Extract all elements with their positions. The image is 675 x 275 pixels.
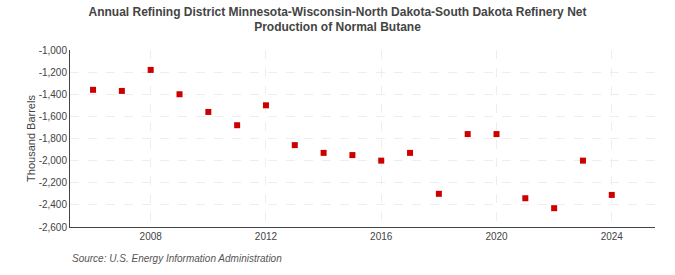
svg-text:-2,000: -2,000 (39, 155, 68, 166)
svg-text:Source: U.S. Energy Informatio: Source: U.S. Energy Information Administ… (72, 253, 282, 264)
svg-text:-2,600: -2,600 (39, 222, 68, 233)
svg-text:-1,400: -1,400 (39, 89, 68, 100)
svg-text:-1,200: -1,200 (39, 67, 68, 78)
svg-text:2020: 2020 (485, 231, 508, 242)
svg-text:-1,000: -1,000 (39, 45, 68, 56)
svg-text:2008: 2008 (140, 231, 163, 242)
svg-text:Annual Refining District Minne: Annual Refining District Minnesota-Wisco… (89, 5, 587, 35)
svg-text:Thousand Barrels: Thousand Barrels (25, 95, 37, 182)
svg-text:-2,400: -2,400 (39, 199, 68, 210)
svg-text:2024: 2024 (601, 231, 624, 242)
svg-text:-1,800: -1,800 (39, 133, 68, 144)
svg-text:-1,600: -1,600 (39, 111, 68, 122)
svg-text:2012: 2012 (255, 231, 278, 242)
svg-text:2016: 2016 (370, 231, 393, 242)
svg-text:-2,200: -2,200 (39, 177, 68, 188)
